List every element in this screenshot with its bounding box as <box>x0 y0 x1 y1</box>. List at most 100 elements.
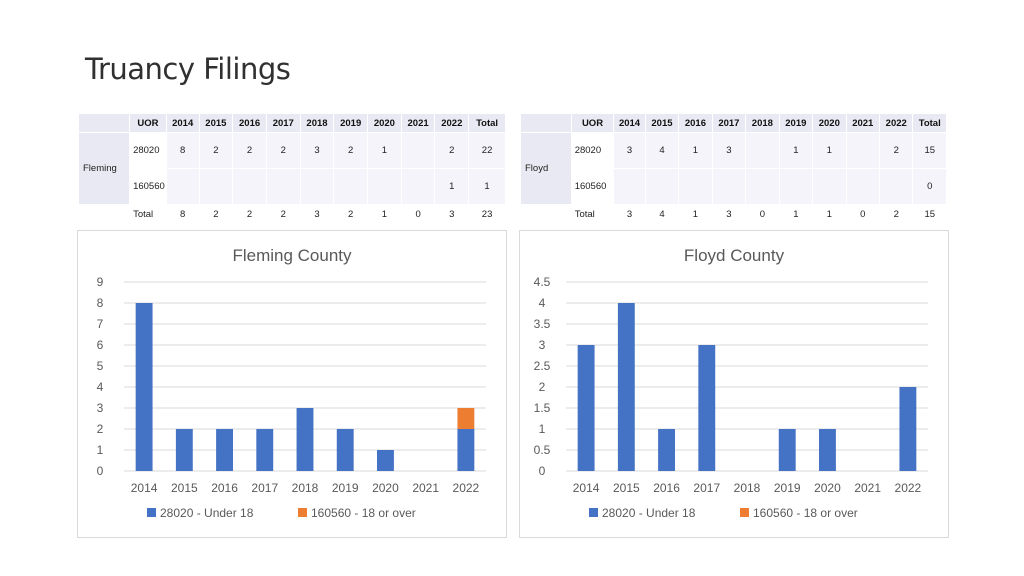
table-cell: 4 <box>644 132 680 169</box>
table-cell <box>77 204 131 224</box>
table-cell: 2 <box>265 204 301 224</box>
table-cell: 3 <box>299 132 335 169</box>
table-cell: Total <box>570 204 615 224</box>
bar-28020-under-18-2020 <box>818 429 836 471</box>
table-cell <box>644 168 680 205</box>
x-tick-label: 2021 <box>412 481 439 495</box>
table-cell <box>711 168 747 205</box>
table-cell: 1 <box>678 132 713 169</box>
y-tick-label: 2 <box>539 380 546 394</box>
column-header: 2016 <box>678 113 713 133</box>
x-tick-label: 2018 <box>292 481 319 495</box>
bar-28020-under-18-2017 <box>698 345 716 471</box>
x-tick-label: 2020 <box>814 481 841 495</box>
column-header: 2016 <box>232 113 267 133</box>
column-header: 2020 <box>367 113 402 133</box>
table-cell: 3 <box>711 204 747 224</box>
table-row: Floyd 28020 3 4 1 3 1 1 2 15 <box>520 132 947 205</box>
table-cell: 0 <box>912 168 947 205</box>
column-header: 2015 <box>198 113 234 133</box>
table-cell: 15 <box>912 132 947 169</box>
table-cell: Total <box>129 204 167 224</box>
table-cell: 2 <box>434 132 470 169</box>
county-label: Fleming <box>77 132 131 205</box>
table-cell: 1 <box>367 132 402 169</box>
y-tick-label: 0.5 <box>534 443 551 457</box>
table-header-row: UOR 2014 2015 2016 2017 2018 2019 2020 2… <box>520 113 947 133</box>
table-cell: 8 <box>165 204 200 224</box>
column-header: Total <box>468 113 506 133</box>
bar-160560-18-or-over-2022 <box>457 408 475 429</box>
table-cell <box>745 168 780 205</box>
bar-28020-under-18-2019 <box>778 429 796 471</box>
column-header: 2021 <box>400 113 436 133</box>
column-header: 2022 <box>434 113 470 133</box>
table-cell: 2 <box>198 204 234 224</box>
column-header: 2020 <box>812 113 847 133</box>
table-cell <box>400 132 436 169</box>
table-cell: 2 <box>333 132 369 169</box>
column-header: Total <box>912 113 947 133</box>
table-cell: 1 <box>778 204 814 224</box>
x-tick-label: 2021 <box>854 481 881 495</box>
y-tick-label: 8 <box>97 296 104 310</box>
y-tick-label: 3 <box>97 401 104 415</box>
table-cell: 22 <box>468 132 506 169</box>
bar-28020-under-18-2019 <box>336 429 354 471</box>
table-cell: 2 <box>879 204 914 224</box>
y-tick-label: 9 <box>97 275 104 289</box>
column-header: 2019 <box>333 113 369 133</box>
x-tick-label: 2017 <box>251 481 278 495</box>
bar-28020-under-18-2017 <box>256 429 274 471</box>
y-tick-label: 1.5 <box>534 401 551 415</box>
table-cell: 2 <box>198 132 234 169</box>
table-cell: 1 <box>434 168 470 205</box>
chart-svg: Floyd County 0 0.5 1 1.5 2 2.5 3 3.5 4 4.5 2014 2015… <box>534 246 928 520</box>
table-cell <box>678 168 713 205</box>
table-cell: 0 <box>845 204 881 224</box>
table-cell <box>845 132 881 169</box>
y-tick-label: 3 <box>539 338 546 352</box>
column-header: 2015 <box>644 113 680 133</box>
x-tick-label: 2020 <box>372 481 399 495</box>
table-cell <box>165 168 200 205</box>
table-cell: 1 <box>812 132 847 169</box>
x-tick-label: 2015 <box>171 481 198 495</box>
table-cell: 3 <box>434 204 470 224</box>
y-tick-label: 0 <box>539 464 546 478</box>
x-tick-label: 2016 <box>653 481 680 495</box>
column-header: 2018 <box>299 113 335 133</box>
table-cell <box>299 168 335 205</box>
table-cell: 1 <box>778 132 814 169</box>
table-cell: 160560 <box>129 168 167 205</box>
x-tick-label: 2014 <box>573 481 600 495</box>
county-label: Floyd <box>520 132 572 205</box>
bar-28020-under-18-2022 <box>899 387 917 471</box>
y-tick-label: 1 <box>97 443 104 457</box>
table-cell: 28020 <box>129 132 167 169</box>
table-total-row: Total 8 2 2 2 3 2 1 0 3 23 <box>77 204 506 224</box>
table-cell: 8 <box>165 132 200 169</box>
y-tick-label: 0 <box>97 464 104 478</box>
table-cell <box>333 168 369 205</box>
table-cell <box>812 168 847 205</box>
table-row: 160560 1 1 <box>79 168 506 205</box>
bar-28020-under-18-2014 <box>577 345 595 471</box>
table-cell: 4 <box>644 204 680 224</box>
column-header: 2014 <box>165 113 200 133</box>
legend-label: 28020 - Under 18 <box>160 506 254 520</box>
y-tick-label: 1 <box>539 422 546 436</box>
column-header: 2017 <box>711 113 747 133</box>
legend-swatch <box>147 508 156 517</box>
table-cell <box>198 168 234 205</box>
page-title: Truancy Filings <box>85 52 291 86</box>
table-corner-cell <box>520 113 572 133</box>
table-cell: 160560 <box>570 168 615 205</box>
x-tick-label: 2015 <box>613 481 640 495</box>
table-cell: 28020 <box>570 132 615 169</box>
x-tick-label: 2017 <box>693 481 720 495</box>
table-row: 160560 0 <box>521 168 947 205</box>
table-cell: 2 <box>232 132 267 169</box>
legend-label: 160560 - 18 or over <box>311 506 416 520</box>
x-tick-label: 2016 <box>211 481 238 495</box>
